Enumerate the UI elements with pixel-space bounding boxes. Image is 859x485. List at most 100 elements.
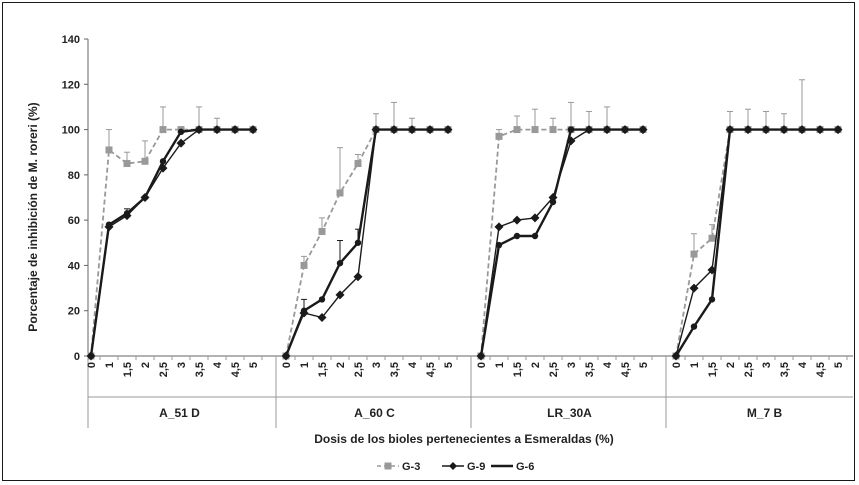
data-point-g-6	[639, 126, 647, 133]
data-point-g-6	[231, 126, 239, 133]
x-tick-label: 4,5	[425, 362, 437, 377]
x-tick-label: 3,5	[389, 362, 401, 377]
data-point-g-6	[495, 241, 503, 249]
x-tick-label: 5	[833, 362, 845, 368]
y-tick-label: 40	[68, 260, 80, 272]
data-point-g-6	[354, 239, 362, 246]
x-axis-title: Dosis de los bioles pertenecientes a Esm…	[314, 432, 613, 446]
y-tick-label: 20	[68, 306, 80, 318]
x-tick-label: 2	[530, 362, 542, 368]
x-tick-label: 4	[797, 361, 809, 368]
data-point-g-6	[372, 126, 380, 133]
data-point-g-6	[603, 126, 611, 133]
x-tick-label: 3	[566, 362, 578, 368]
series-line-g-3	[285, 128, 448, 357]
x-tick-label: 2	[725, 362, 737, 368]
x-tick-label: 2,5	[743, 362, 755, 377]
data-point-g-6	[513, 232, 521, 240]
x-tick-label: 1	[689, 362, 701, 368]
x-tick-label: 5	[443, 362, 455, 368]
data-point-g-6	[672, 352, 680, 360]
data-point-g-6	[336, 259, 344, 267]
data-point-g-3	[549, 126, 557, 134]
data-point-g-6	[477, 352, 485, 360]
data-point-g-3	[513, 126, 521, 134]
data-point-g-3	[336, 189, 344, 197]
data-point-g-3	[318, 227, 326, 235]
x-tick-label: 1,5	[317, 362, 329, 377]
data-point-g-6	[549, 198, 557, 206]
data-point-g-6	[744, 126, 752, 133]
data-point-g-6	[798, 126, 806, 133]
data-point-g-9	[512, 215, 522, 225]
y-tick-label: 140	[62, 34, 80, 46]
data-point-g-6	[585, 126, 593, 133]
legend-marker	[384, 462, 392, 470]
x-axis: 0 1 1,5 2 2,5 3 3,5 4 4,5 5A_51 D0 1 1,5 2 2,5 3 3,5 4 4,…	[86, 355, 853, 428]
group-label: A_51 D	[159, 406, 200, 420]
plot-area	[86, 79, 843, 361]
y-tick-label: 0	[74, 351, 80, 363]
data-point-g-9	[317, 313, 327, 323]
group-label: A_60 C	[354, 406, 395, 420]
data-point-g-9	[335, 290, 345, 300]
x-tick-label: 3	[371, 362, 383, 368]
data-point-g-6	[249, 126, 257, 133]
x-tick-label: 3	[761, 362, 773, 368]
x-tick-label: 3,5	[194, 362, 206, 377]
x-tick-label: 3,5	[584, 362, 596, 377]
x-tick-label: 3,5	[779, 362, 791, 377]
series-line-g-9	[675, 128, 838, 357]
legend-label-g-6: G-6	[516, 461, 534, 473]
x-tick-label: 1	[494, 362, 506, 368]
y-axis: 0 20 40 60 80 100 120 140	[62, 34, 89, 363]
x-tick-label: 2,5	[158, 362, 170, 377]
data-point-g-3	[159, 126, 167, 134]
x-tick-label: 0	[281, 362, 293, 368]
group-label: LR_30A	[547, 406, 592, 420]
data-point-g-9	[530, 213, 540, 223]
data-point-g-6	[426, 126, 434, 133]
x-tick-label: 3	[176, 362, 188, 368]
data-point-g-6	[318, 296, 326, 303]
series-line-g-9	[285, 128, 448, 357]
x-tick-label: 2	[335, 362, 347, 368]
data-point-g-6	[159, 158, 167, 165]
x-tick-label: 4,5	[815, 362, 827, 377]
x-tick-label: 4	[407, 361, 419, 368]
x-tick-label: 4	[212, 361, 224, 368]
data-point-g-6	[834, 126, 842, 133]
y-tick-label: 80	[68, 170, 80, 182]
y-axis-title: Porcentaje de inhibición de M. roreri (%…	[26, 102, 40, 331]
data-point-g-6	[726, 126, 734, 133]
data-point-g-6	[141, 194, 149, 201]
group-label: M_7 B	[747, 406, 783, 420]
series-line-g-6	[89, 128, 253, 357]
legend: G-3 G-9 G-6	[377, 461, 534, 473]
x-tick-label: 0	[476, 362, 488, 368]
legend-label-g-9: G-9	[467, 461, 485, 473]
series-line-g-6	[479, 128, 643, 357]
series-line-g-6	[284, 128, 448, 357]
x-tick-label: 1	[104, 362, 116, 368]
x-tick-label: 4,5	[230, 362, 242, 377]
data-point-g-6	[816, 126, 824, 133]
x-tick-label: 1,5	[707, 362, 719, 377]
data-point-g-6	[195, 126, 203, 133]
x-tick-label: 1,5	[512, 362, 524, 377]
legend-marker	[449, 462, 457, 470]
x-tick-label: 4,5	[620, 362, 632, 377]
data-point-g-3	[105, 146, 113, 154]
series-line-g-3	[675, 128, 838, 357]
data-point-g-3	[495, 132, 503, 140]
data-point-g-6	[177, 128, 185, 136]
data-point-g-9	[494, 222, 504, 232]
data-point-g-6	[213, 126, 221, 133]
data-point-g-3	[708, 234, 716, 242]
data-point-g-6	[105, 221, 113, 228]
x-tick-label: 5	[248, 362, 260, 368]
data-point-g-9	[176, 138, 186, 148]
y-tick-label: 100	[62, 125, 80, 137]
